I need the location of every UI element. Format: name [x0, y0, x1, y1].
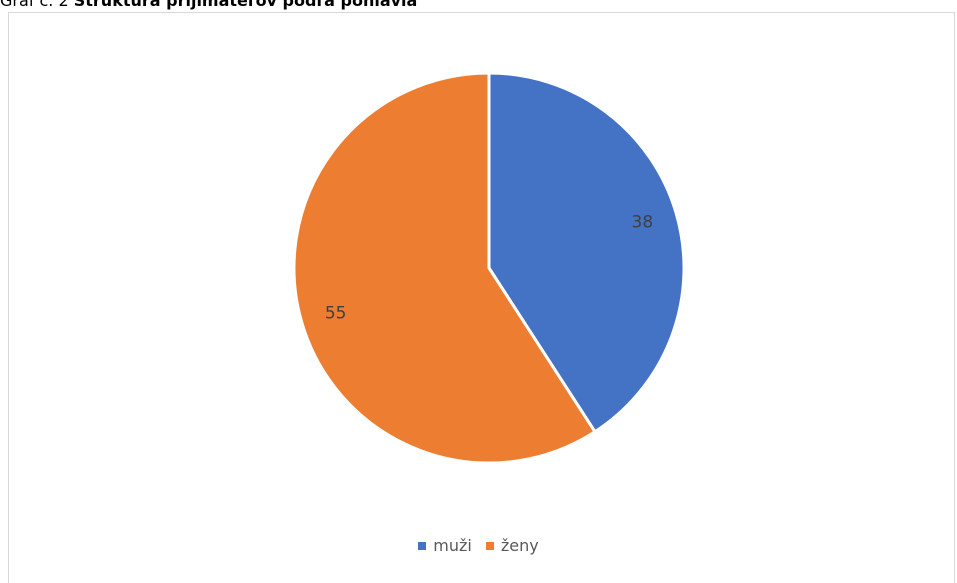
data-label-1: 55	[325, 303, 347, 323]
pie-slice-1	[292, 71, 597, 465]
caption-prefix: Graf č. 2	[0, 0, 74, 10]
caption-title: Štruktúra prijímateľov podľa pohlavia	[73, 0, 418, 10]
legend-label-zeny: ženy	[500, 536, 539, 555]
chart-legend: muži ženy	[0, 536, 957, 555]
pie-slices	[292, 71, 686, 465]
legend-item-muzi: muži	[418, 536, 472, 555]
legend-swatch-zeny	[485, 541, 494, 550]
chart-frame	[8, 12, 955, 583]
data-label-0: 38	[632, 213, 654, 233]
legend-swatch-muzi	[418, 541, 427, 550]
chart-caption: Graf č. 2 Štruktúra prijímateľov podľa p…	[0, 0, 417, 11]
pie-data-labels: 38 55	[325, 213, 653, 324]
legend-label-muzi: muži	[433, 536, 472, 555]
legend-item-zeny: ženy	[485, 536, 539, 555]
